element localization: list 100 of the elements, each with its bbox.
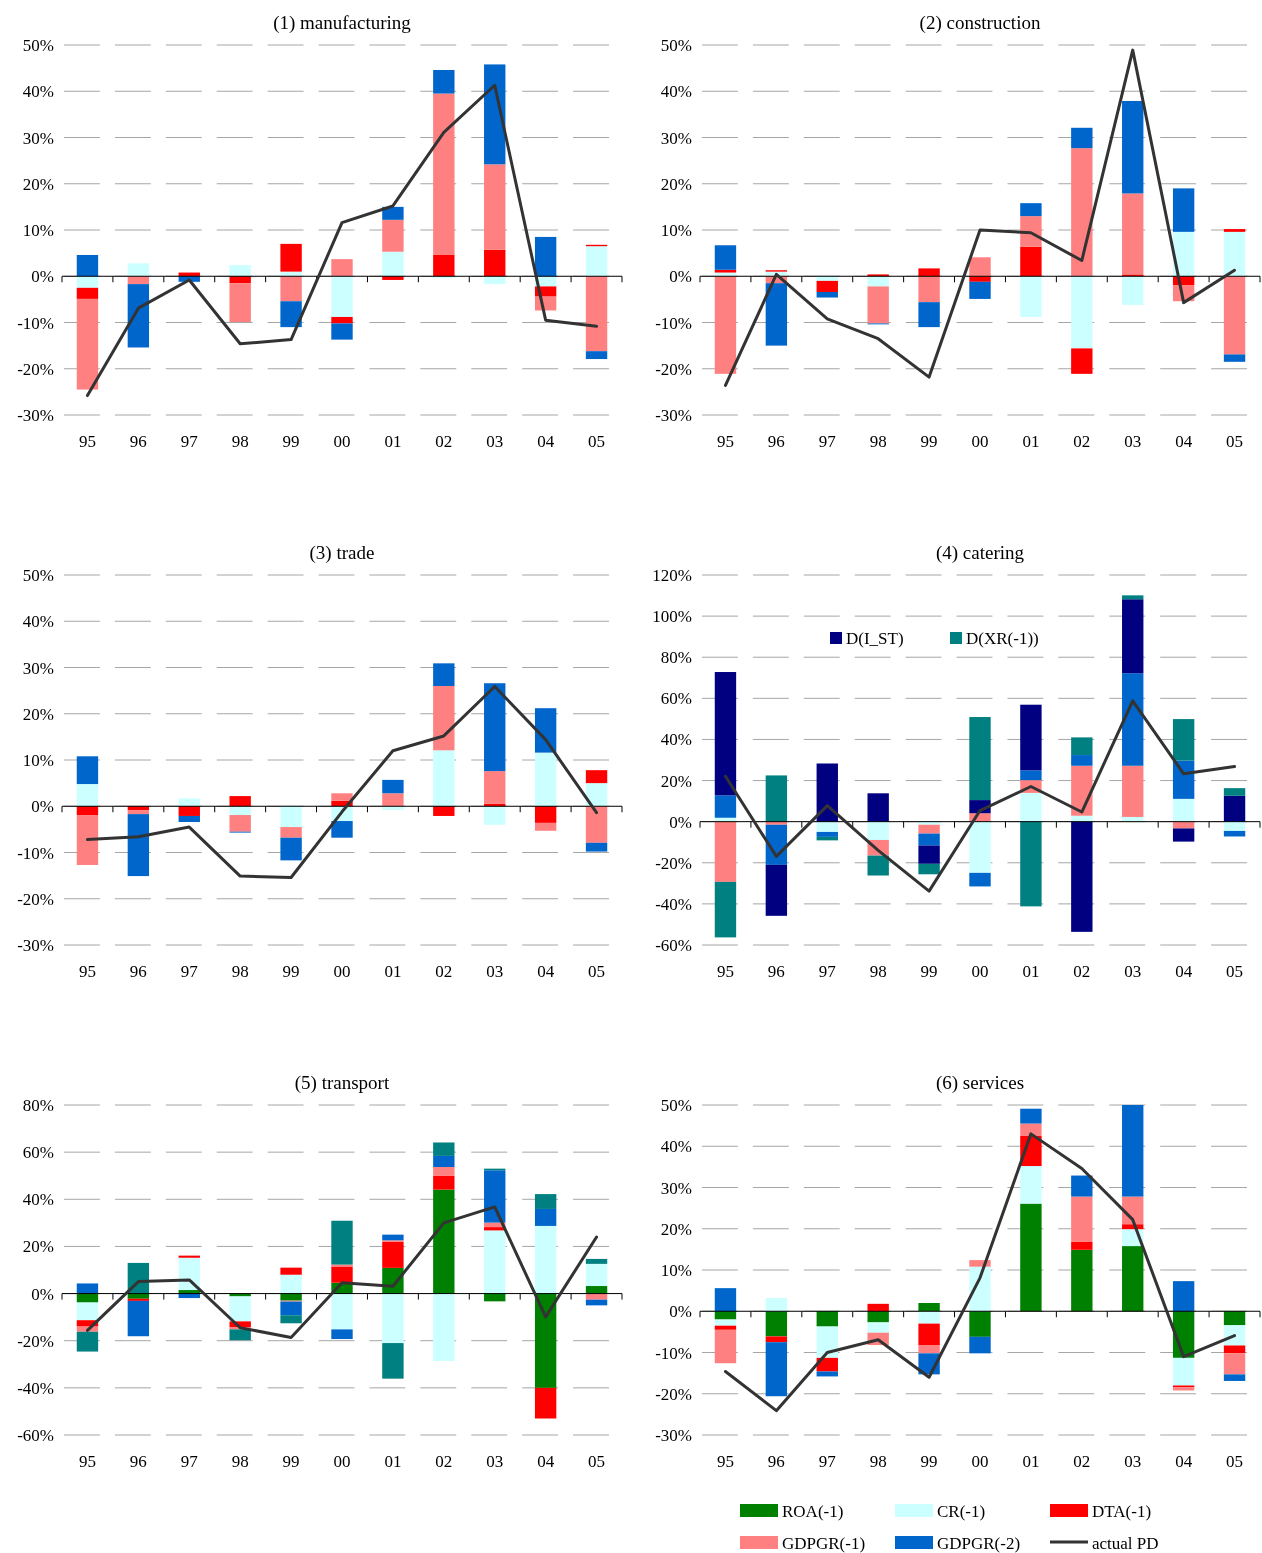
x-tick-label: 97 bbox=[180, 1452, 199, 1471]
x-tick-label: 05 bbox=[588, 962, 606, 981]
y-tick-label: -60% bbox=[17, 1426, 54, 1445]
chart-title: (4) catering bbox=[935, 542, 1025, 564]
y-tick-label: -40% bbox=[655, 894, 692, 914]
x-tick-label: 99 bbox=[282, 1452, 300, 1471]
x-tick-label: 02 bbox=[435, 1452, 453, 1471]
x-tick-label: 98 bbox=[869, 962, 887, 981]
x-tick-label: 98 bbox=[231, 1452, 249, 1471]
y-tick-label: 80% bbox=[22, 1096, 54, 1115]
x-tick-label: 05 bbox=[1226, 432, 1244, 451]
x-tick-label: 04 bbox=[1175, 1452, 1193, 1471]
x-tick-label: 96 bbox=[129, 962, 147, 981]
x-tick-label: 95 bbox=[78, 1452, 96, 1471]
y-tick-label: -30% bbox=[17, 936, 54, 955]
y-tick-label: 30% bbox=[22, 658, 54, 678]
x-tick-label: 02 bbox=[435, 962, 453, 981]
y-tick-label: 0% bbox=[31, 1284, 54, 1304]
y-tick-label: 30% bbox=[22, 128, 54, 148]
y-tick-label: 50% bbox=[660, 1096, 692, 1115]
x-tick-label: 01 bbox=[384, 432, 402, 451]
x-tick-label: 00 bbox=[971, 1452, 989, 1471]
y-tick-label: 20% bbox=[660, 771, 692, 791]
x-tick-label: 00 bbox=[971, 432, 989, 451]
x-tick-label: 02 bbox=[1073, 1452, 1091, 1471]
x-tick-label: 97 bbox=[818, 1452, 837, 1471]
x-tick-label: 96 bbox=[767, 962, 785, 981]
y-tick-label: 60% bbox=[660, 689, 692, 709]
x-tick-label: 95 bbox=[716, 962, 734, 981]
x-tick-label: 96 bbox=[129, 432, 147, 451]
chart-title: (6) services bbox=[935, 1072, 1025, 1094]
x-tick-label: 98 bbox=[231, 432, 249, 451]
x-tick-label: 05 bbox=[588, 1452, 606, 1471]
x-tick-label: 98 bbox=[231, 962, 249, 981]
y-tick-label: -10% bbox=[17, 313, 54, 333]
x-tick-label: 00 bbox=[333, 1452, 351, 1471]
y-tick-label: -20% bbox=[17, 1331, 54, 1351]
y-tick-label: -30% bbox=[17, 406, 54, 425]
y-tick-label: 40% bbox=[660, 82, 692, 102]
y-tick-label: -10% bbox=[655, 1343, 692, 1363]
y-tick-label: 0% bbox=[669, 267, 692, 287]
y-tick-label: -40% bbox=[17, 1378, 54, 1398]
y-tick-label: 0% bbox=[31, 797, 54, 817]
x-tick-label: 98 bbox=[869, 432, 887, 451]
x-tick-label: 02 bbox=[1073, 962, 1091, 981]
y-tick-label: 40% bbox=[22, 612, 54, 632]
y-tick-label: 20% bbox=[22, 1237, 54, 1257]
y-tick-label: -30% bbox=[655, 1426, 692, 1445]
y-tick-label: 40% bbox=[660, 1137, 692, 1157]
x-tick-label: 99 bbox=[920, 432, 938, 451]
y-tick-label: -20% bbox=[655, 853, 692, 873]
legend-label: CR(-1) bbox=[937, 1502, 986, 1521]
x-tick-label: 01 bbox=[1022, 432, 1040, 451]
y-tick-label: 60% bbox=[22, 1143, 54, 1163]
x-tick-label: 03 bbox=[1124, 962, 1142, 981]
legend-label: ROA(-1) bbox=[782, 1502, 844, 1521]
y-tick-label: 20% bbox=[22, 174, 54, 194]
x-tick-label: 96 bbox=[129, 1452, 147, 1471]
x-tick-label: 96 bbox=[767, 432, 785, 451]
x-tick-label: 04 bbox=[1175, 962, 1193, 981]
x-tick-label: 95 bbox=[716, 432, 734, 451]
x-tick-label: 04 bbox=[537, 1452, 555, 1471]
y-tick-label: -20% bbox=[17, 889, 54, 909]
x-tick-label: 95 bbox=[78, 432, 96, 451]
legend-label: D(I_ST) bbox=[846, 629, 904, 648]
x-tick-label: 05 bbox=[588, 432, 606, 451]
y-tick-label: 50% bbox=[660, 36, 692, 55]
chart-title: (5) transport bbox=[294, 1072, 390, 1094]
legend-label: GDPGR(-2) bbox=[937, 1534, 1021, 1553]
legend-label: GDPGR(-1) bbox=[782, 1534, 866, 1553]
x-tick-label: 05 bbox=[1226, 962, 1244, 981]
y-tick-label: 50% bbox=[22, 36, 54, 55]
legend-label: actual PD bbox=[1092, 1534, 1159, 1553]
y-tick-label: 80% bbox=[660, 648, 692, 668]
y-tick-label: -30% bbox=[655, 406, 692, 425]
y-tick-label: 50% bbox=[22, 566, 54, 585]
y-tick-label: -60% bbox=[655, 936, 692, 955]
legend-label: DTA(-1) bbox=[1092, 1502, 1152, 1521]
x-tick-label: 03 bbox=[1124, 1452, 1142, 1471]
y-tick-label: 10% bbox=[22, 221, 54, 240]
x-tick-label: 02 bbox=[1073, 432, 1091, 451]
x-tick-label: 97 bbox=[180, 962, 199, 981]
y-tick-label: 0% bbox=[31, 267, 54, 287]
x-tick-label: 97 bbox=[180, 432, 199, 451]
y-tick-label: 40% bbox=[22, 82, 54, 102]
x-tick-label: 00 bbox=[333, 432, 351, 451]
x-tick-label: 01 bbox=[384, 1452, 402, 1471]
y-tick-label: 10% bbox=[22, 751, 54, 770]
y-tick-label: 30% bbox=[660, 1178, 692, 1198]
x-tick-label: 03 bbox=[1124, 432, 1142, 451]
x-tick-label: 98 bbox=[869, 1452, 887, 1471]
y-tick-label: -20% bbox=[655, 1384, 692, 1404]
y-tick-label: 0% bbox=[669, 812, 692, 832]
x-tick-label: 04 bbox=[1175, 432, 1193, 451]
chart-title: (3) trade bbox=[309, 542, 375, 564]
x-tick-label: 00 bbox=[333, 962, 351, 981]
x-tick-label: 97 bbox=[818, 962, 837, 981]
chart-title: (1) manufacturing bbox=[273, 12, 412, 34]
y-tick-label: 20% bbox=[660, 1219, 692, 1239]
x-tick-label: 99 bbox=[920, 962, 938, 981]
